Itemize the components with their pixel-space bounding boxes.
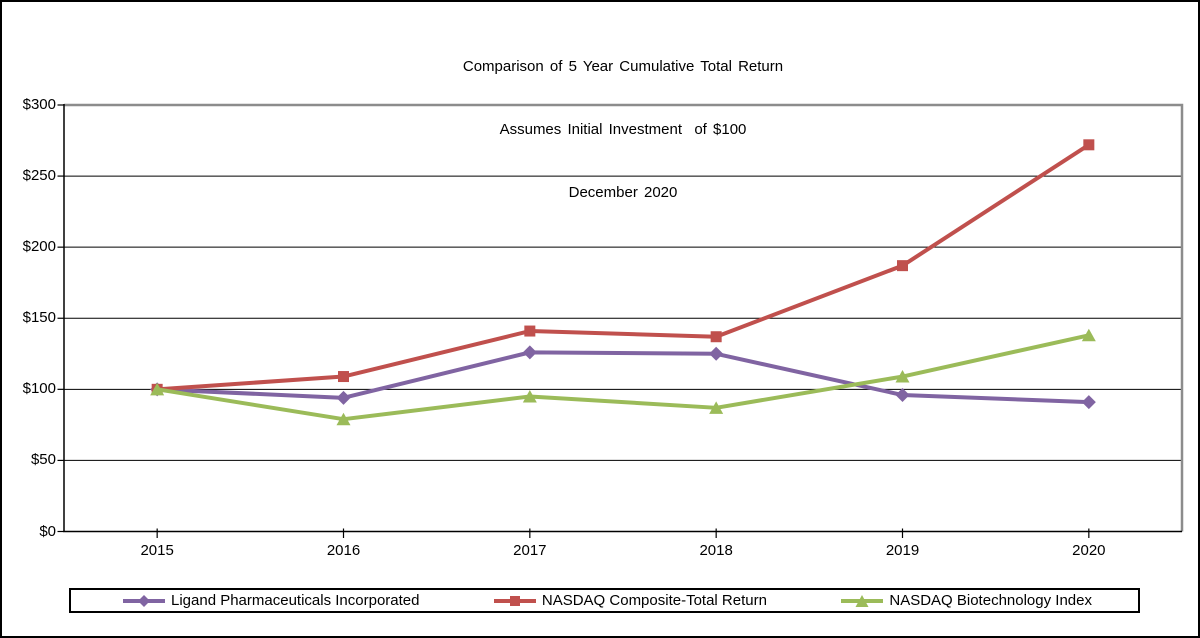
x-tick-label: 2018 (699, 542, 733, 559)
x-tick-label: 2015 (140, 542, 174, 559)
plot-border (64, 103, 1184, 532)
series-0-point (336, 390, 351, 405)
series-1-point (338, 371, 349, 383)
series-0-point (522, 345, 537, 360)
y-tick-label: $150 (22, 309, 56, 327)
series-0-point (1081, 395, 1096, 410)
x-tick-label: 2019 (885, 542, 920, 559)
y-tick-label: $300 (22, 96, 56, 113)
x-tick-label: 2020 (1072, 542, 1106, 559)
legend-marker-square-icon (493, 595, 536, 606)
series-2-point (336, 412, 351, 426)
series-1-point (897, 260, 908, 272)
y-tick-label: $100 (22, 380, 56, 398)
series-0-point (709, 346, 724, 361)
chart-title: Comparison of 5 Year Cumulative Total Re… (64, 14, 1182, 245)
series-2-line (155, 333, 1091, 422)
series-2-point (709, 401, 724, 414)
y-tick-label: $50 (30, 451, 56, 469)
chart-legend: Ligand Pharmaceuticals Incorporated NASD… (69, 588, 1140, 613)
legend-item-label: NASDAQ Biotechnology Index (889, 592, 1092, 609)
series-1-point (710, 331, 722, 343)
series-0-line (155, 350, 1091, 405)
series-1-point (524, 325, 536, 337)
chart-title-line3: December 2020 (568, 184, 678, 201)
series-2-point (522, 389, 537, 403)
legend-marker-triangle-icon (841, 594, 884, 607)
y-tick-label: $250 (22, 167, 56, 185)
series-1-point (1083, 139, 1095, 151)
series-2-point (895, 370, 910, 383)
y-tick-label: $0 (39, 522, 56, 540)
legend-item-label: Ligand Pharmaceuticals Incorporated (171, 592, 420, 609)
series-1-line (155, 142, 1091, 392)
x-tick-label: 2016 (326, 542, 361, 559)
series-0-point (895, 388, 910, 403)
series-2-point (150, 382, 165, 396)
y-tick-label: $200 (22, 238, 56, 256)
legend-item-ligand: Ligand Pharmaceuticals Incorporated (122, 593, 419, 608)
chart-title-line1: Comparison of 5 Year Cumulative Total Re… (462, 58, 784, 75)
legend-item-nasdaq-biotech: NASDAQ Biotechnology Index (840, 593, 1092, 608)
legend-item-nasdaq-composite: NASDAQ Composite-Total Return (493, 593, 767, 608)
x-tick-label: 2017 (513, 542, 547, 559)
series-2-point (1081, 328, 1096, 342)
chart-title-line2: Assumes Initial Investment of $100 (499, 121, 747, 138)
legend-marker-diamond-icon (123, 594, 165, 607)
legend-item-label: NASDAQ Composite-Total Return (541, 592, 767, 609)
